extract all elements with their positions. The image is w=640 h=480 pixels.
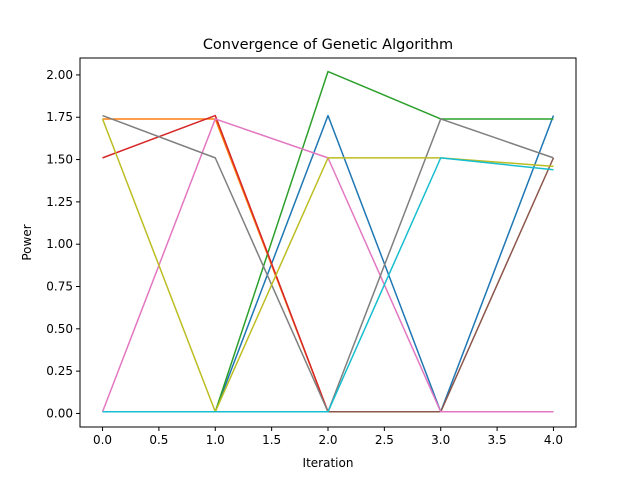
y-tick-label: 2.00 <box>46 68 73 82</box>
x-tick-label: 3.0 <box>431 433 450 447</box>
x-tick-label: 2.0 <box>318 433 337 447</box>
y-tick-label: 0.75 <box>46 280 73 294</box>
series-line-10 <box>102 157 554 413</box>
y-tick-label: 1.25 <box>46 195 73 209</box>
x-tick-label: 2.5 <box>375 433 394 447</box>
x-tick-label: 3.5 <box>488 433 507 447</box>
series-layer <box>101 70 555 413</box>
x-tick-label: 4.0 <box>544 433 563 447</box>
y-tick-label: 1.00 <box>46 237 73 251</box>
x-tick-label: 0.0 <box>93 433 112 447</box>
x-axis-label: Iteration <box>303 456 354 470</box>
x-tick-label: 0.5 <box>149 433 168 447</box>
y-axis-label: Power <box>20 224 34 260</box>
y-tick-label: 0.50 <box>46 322 73 336</box>
y-tick-label: 1.75 <box>46 110 73 124</box>
x-tick-label: 1.0 <box>206 433 225 447</box>
y-tick-label: 0.00 <box>46 406 73 420</box>
x-axis: 0.0 0.5 1.0 1.5 2.0 2.5 3.0 3.5 4.0 <box>93 427 563 447</box>
y-tick-label: 0.25 <box>46 364 73 378</box>
y-axis: 0.00 0.25 0.50 0.75 1.00 1.25 1.50 1.75 2.00 <box>46 68 80 420</box>
y-tick-label: 1.50 <box>46 153 73 167</box>
x-tick-label: 1.5 <box>262 433 281 447</box>
chart-title: Convergence of Genetic Algorithm <box>203 37 453 53</box>
series-line-9 <box>101 118 554 413</box>
